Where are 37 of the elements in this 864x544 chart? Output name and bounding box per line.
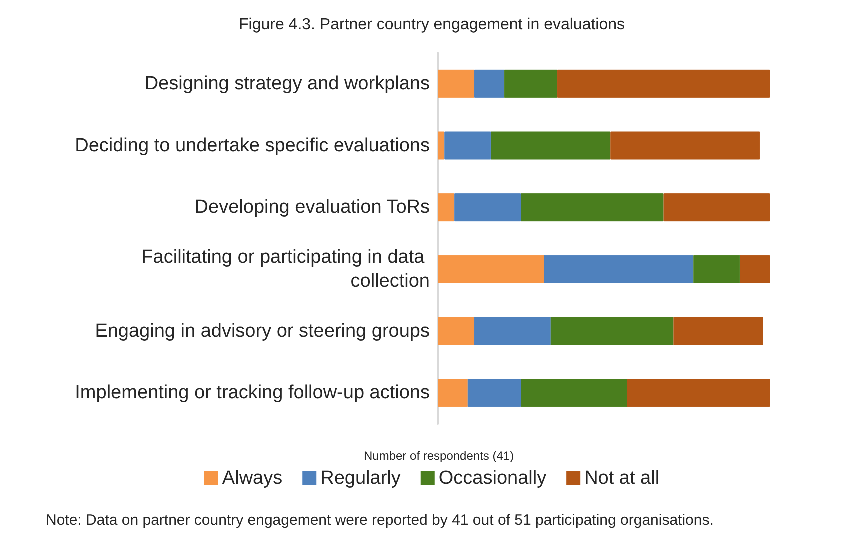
bar xyxy=(454,194,521,222)
bar xyxy=(558,70,770,98)
bar xyxy=(468,379,521,408)
bar xyxy=(544,255,694,284)
bar xyxy=(664,194,770,222)
bar xyxy=(694,255,740,284)
bar xyxy=(438,379,468,408)
legend-label: Always xyxy=(222,468,283,489)
bar xyxy=(627,379,770,408)
x-axis-title: Number of respondents (41) xyxy=(364,449,514,463)
legend-label: Occasionally xyxy=(438,468,548,489)
bar xyxy=(474,317,551,346)
bar xyxy=(521,379,628,408)
y-tick-label: Deciding to undertake specific evaluations xyxy=(75,135,430,156)
bar xyxy=(550,317,674,346)
bar xyxy=(504,70,558,98)
y-tick-label: Designing strategy and workplans xyxy=(144,73,430,94)
legend-label: Regularly xyxy=(320,468,402,489)
bar xyxy=(474,70,504,98)
legend-label: Not at all xyxy=(584,468,660,489)
bar xyxy=(438,317,475,346)
bar xyxy=(521,194,664,222)
y-tick-label: Developing evaluation ToRs xyxy=(194,197,430,218)
y-tick-label: Facilitating or participating in data collection xyxy=(142,246,430,292)
bar xyxy=(438,255,544,284)
bar xyxy=(740,255,770,284)
bar xyxy=(610,132,760,160)
bar xyxy=(444,132,492,160)
y-tick-label: Implementing or tracking follow-up actions xyxy=(75,382,430,404)
bar xyxy=(438,132,445,160)
text: Note: Data on partner country engagement were reported by 41 out of 51 participating organisations. xyxy=(46,512,714,529)
y-tick-label: Engaging in advisory or steering groups xyxy=(95,320,430,342)
chart-title: Figure 4.3. Partner country engagement in evaluations xyxy=(238,16,626,34)
bar xyxy=(438,194,455,222)
bar xyxy=(438,70,475,98)
bar xyxy=(491,132,611,160)
bar xyxy=(674,317,764,346)
